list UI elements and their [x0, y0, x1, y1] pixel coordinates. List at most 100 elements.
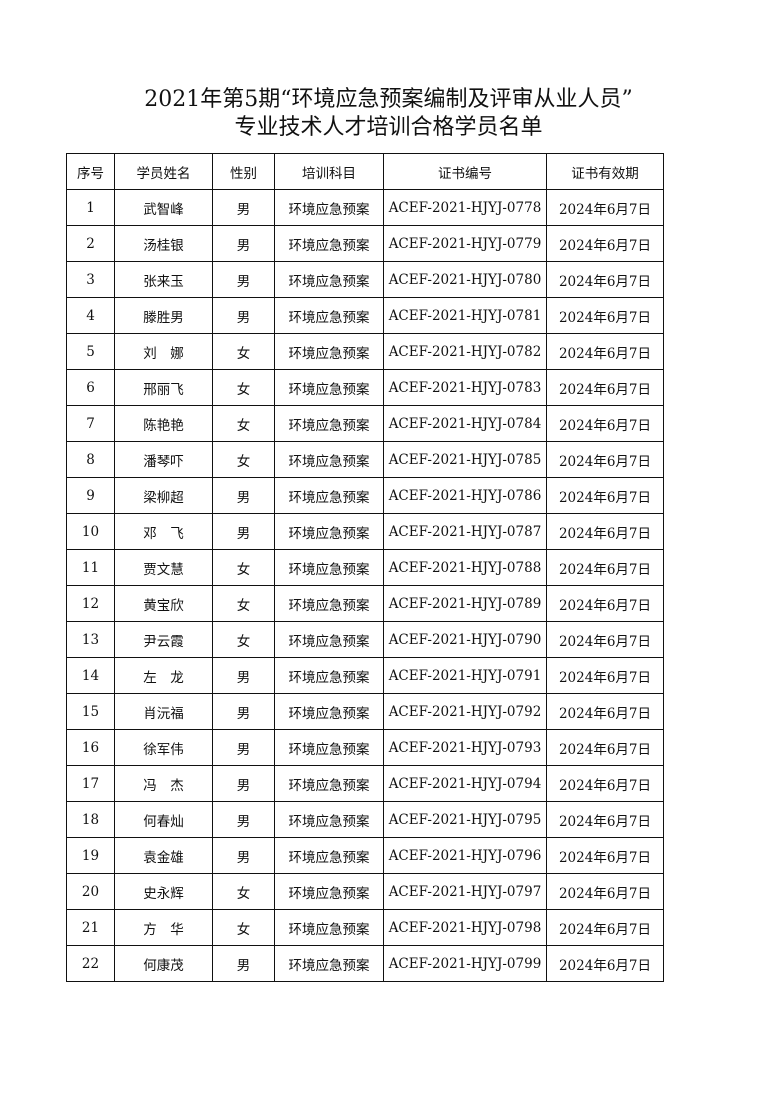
cell-certificate-no: ACEF-2021-HJYJ-0791 [383, 657, 547, 694]
cell-name: 尹云霞 [114, 621, 213, 658]
table-row: 22 何康茂男环境应急预案 ACEF-2021-HJYJ-0799 2024年6月7日 [66, 945, 664, 982]
cell-name: 何康茂 [114, 945, 213, 982]
cell-subject: 环境应急预案 [274, 873, 384, 910]
cell-certificate-no: ACEF-2021-HJYJ-0786 [383, 477, 547, 514]
cell-index: 10 [66, 513, 115, 550]
cell-certificate-no: ACEF-2021-HJYJ-0779 [383, 225, 547, 262]
cell-name: 潘琴吓 [114, 441, 213, 478]
cell-name: 冯 杰 [114, 765, 213, 802]
cell-certificate-no: ACEF-2021-HJYJ-0788 [383, 549, 547, 586]
cell-name: 黄宝欣 [114, 585, 213, 622]
table-row: 21 方 华女环境应急预案 ACEF-2021-HJYJ-0798 2024年6月7日 [66, 909, 664, 946]
cell-index: 2 [66, 225, 115, 262]
cell-index: 15 [66, 693, 115, 730]
cell-gender: 男 [212, 657, 275, 694]
cell-valid-until: 2024年6月7日 [546, 261, 664, 298]
header-gender: 性别 [212, 153, 275, 190]
header-subject: 培训科目 [274, 153, 384, 190]
cell-certificate-no: ACEF-2021-HJYJ-0799 [383, 945, 547, 982]
table-row: 20 史永辉女环境应急预案 ACEF-2021-HJYJ-0797 2024年6月7日 [66, 873, 664, 910]
cell-certificate-no: ACEF-2021-HJYJ-0798 [383, 909, 547, 946]
cell-subject: 环境应急预案 [274, 261, 384, 298]
cell-name: 邢丽飞 [114, 369, 213, 406]
cell-name: 袁金雄 [114, 837, 213, 874]
table-row: 8 潘琴吓女环境应急预案 ACEF-2021-HJYJ-0785 2024年6月7日 [66, 441, 664, 478]
cell-gender: 男 [212, 189, 275, 226]
cell-index: 3 [66, 261, 115, 298]
header-index: 序号 [66, 153, 115, 190]
table-row: 6 邢丽飞女环境应急预案 ACEF-2021-HJYJ-0783 2024年6月7日 [66, 369, 664, 406]
cell-gender: 女 [212, 549, 275, 586]
cell-certificate-no: ACEF-2021-HJYJ-0783 [383, 369, 547, 406]
cell-valid-until: 2024年6月7日 [546, 693, 664, 730]
cell-certificate-no: ACEF-2021-HJYJ-0787 [383, 513, 547, 550]
cell-subject: 环境应急预案 [274, 837, 384, 874]
cell-subject: 环境应急预案 [274, 297, 384, 334]
cell-name: 张来玉 [114, 261, 213, 298]
cell-certificate-no: ACEF-2021-HJYJ-0793 [383, 729, 547, 766]
table-row: 12 黄宝欣女环境应急预案 ACEF-2021-HJYJ-0789 2024年6月7日 [66, 585, 664, 622]
cell-index: 9 [66, 477, 115, 514]
cell-valid-until: 2024年6月7日 [546, 441, 664, 478]
table-row: 15 肖沅福男环境应急预案 ACEF-2021-HJYJ-0792 2024年6月7日 [66, 693, 664, 730]
table-row: 16 徐军伟男环境应急预案 ACEF-2021-HJYJ-0793 2024年6月7日 [66, 729, 664, 766]
table-row: 4 滕胜男男环境应急预案 ACEF-2021-HJYJ-0781 2024年6月7日 [66, 297, 664, 334]
cell-valid-until: 2024年6月7日 [546, 189, 664, 226]
cell-subject: 环境应急预案 [274, 693, 384, 730]
cell-valid-until: 2024年6月7日 [546, 477, 664, 514]
cell-name: 贾文慧 [114, 549, 213, 586]
cell-gender: 女 [212, 909, 275, 946]
document-title-line2: 专业技术人才培训合格学员名单 [234, 115, 543, 140]
cell-certificate-no: ACEF-2021-HJYJ-0785 [383, 441, 547, 478]
cell-valid-until: 2024年6月7日 [546, 657, 664, 694]
table-row: 11 贾文慧女环境应急预案 ACEF-2021-HJYJ-0788 2024年6月7日 [66, 549, 664, 586]
cell-name: 陈艳艳 [114, 405, 213, 442]
cell-gender: 男 [212, 729, 275, 766]
cell-gender: 男 [212, 765, 275, 802]
cell-index: 18 [66, 801, 115, 838]
table-row: 2 汤桂银男环境应急预案 ACEF-2021-HJYJ-0779 2024年6月7日 [66, 225, 664, 262]
cell-index: 17 [66, 765, 115, 802]
cell-subject: 环境应急预案 [274, 333, 384, 370]
cell-subject: 环境应急预案 [274, 477, 384, 514]
cell-name: 刘 娜 [114, 333, 213, 370]
cell-certificate-no: ACEF-2021-HJYJ-0784 [383, 405, 547, 442]
cell-valid-until: 2024年6月7日 [546, 225, 664, 262]
cell-certificate-no: ACEF-2021-HJYJ-0781 [383, 297, 547, 334]
cell-index: 12 [66, 585, 115, 622]
cell-index: 11 [66, 549, 115, 586]
cell-subject: 环境应急预案 [274, 765, 384, 802]
cell-index: 13 [66, 621, 115, 658]
table-row: 10 邓 飞男环境应急预案 ACEF-2021-HJYJ-0787 2024年6月7日 [66, 513, 664, 550]
cell-valid-until: 2024年6月7日 [546, 621, 664, 658]
cell-subject: 环境应急预案 [274, 801, 384, 838]
table-row: 14 左 龙男环境应急预案 ACEF-2021-HJYJ-0791 2024年6月7日 [66, 657, 664, 694]
cell-gender: 女 [212, 441, 275, 478]
table-row: 7 陈艳艳女环境应急预案 ACEF-2021-HJYJ-0784 2024年6月7日 [66, 405, 664, 442]
cell-index: 16 [66, 729, 115, 766]
cell-subject: 环境应急预案 [274, 441, 384, 478]
cell-gender: 男 [212, 261, 275, 298]
cell-valid-until: 2024年6月7日 [546, 585, 664, 622]
cell-name: 邓 飞 [114, 513, 213, 550]
cell-valid-until: 2024年6月7日 [546, 297, 664, 334]
cell-gender: 男 [212, 297, 275, 334]
cell-gender: 女 [212, 333, 275, 370]
cell-certificate-no: ACEF-2021-HJYJ-0796 [383, 837, 547, 874]
cell-subject: 环境应急预案 [274, 729, 384, 766]
cell-index: 21 [66, 909, 115, 946]
cell-subject: 环境应急预案 [274, 189, 384, 226]
header-name: 学员姓名 [114, 153, 213, 190]
cell-valid-until: 2024年6月7日 [546, 729, 664, 766]
cell-gender: 男 [212, 945, 275, 982]
cell-gender: 女 [212, 369, 275, 406]
cell-gender: 男 [212, 693, 275, 730]
cell-name: 肖沅福 [114, 693, 213, 730]
cell-gender: 女 [212, 873, 275, 910]
cell-name: 左 龙 [114, 657, 213, 694]
cell-valid-until: 2024年6月7日 [546, 369, 664, 406]
cell-certificate-no: ACEF-2021-HJYJ-0794 [383, 765, 547, 802]
header-certificate-no: 证书编号 [383, 153, 547, 190]
cell-certificate-no: ACEF-2021-HJYJ-0782 [383, 333, 547, 370]
cell-gender: 男 [212, 837, 275, 874]
